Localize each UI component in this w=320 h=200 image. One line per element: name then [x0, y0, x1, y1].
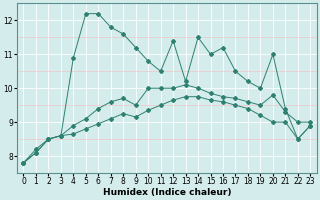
X-axis label: Humidex (Indice chaleur): Humidex (Indice chaleur) [103, 188, 231, 197]
